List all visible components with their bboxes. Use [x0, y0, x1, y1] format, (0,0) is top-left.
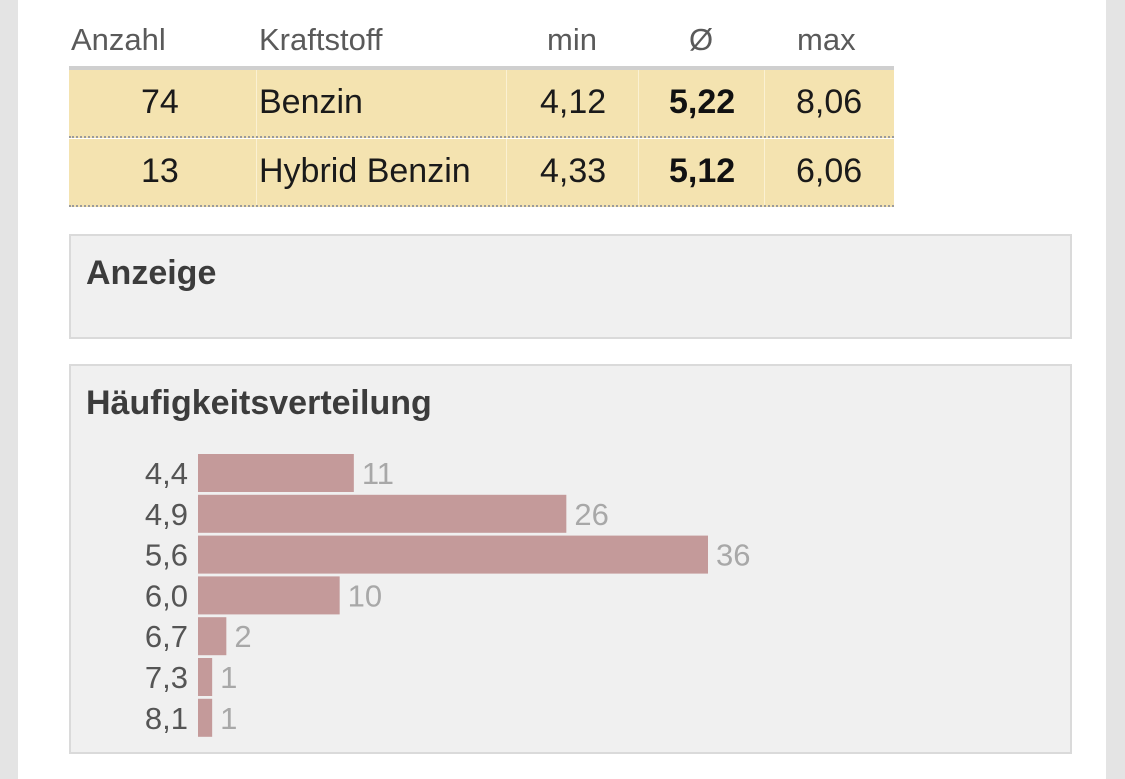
- value-label: 11: [362, 456, 394, 491]
- cell-max: 6,06: [796, 152, 863, 190]
- cell-min: 4,12: [540, 83, 607, 121]
- value-label: 2: [234, 619, 251, 654]
- cell-count: 13: [141, 152, 179, 190]
- header-avg: Ø: [689, 22, 714, 57]
- category-label: 4,4: [145, 456, 188, 491]
- category-label: 6,7: [145, 619, 188, 654]
- cell-fuel: Hybrid Benzin: [259, 152, 471, 190]
- bar: [198, 454, 354, 492]
- header-count: Anzahl: [71, 22, 166, 57]
- bar: [198, 617, 227, 656]
- value-label: 1: [220, 660, 237, 695]
- bar: [198, 658, 213, 696]
- distribution-title: Häufigkeitsverteilung: [86, 384, 432, 422]
- table-header-row: Anzahl Kraftstoff min Ø max: [69, 0, 894, 66]
- header-min: min: [547, 22, 597, 57]
- table-row: 74 Benzin 4,12 5,22 8,06: [69, 70, 894, 138]
- value-label: 1: [220, 701, 237, 736]
- anzeige-panel: Anzeige: [69, 234, 1072, 339]
- header-max: max: [797, 22, 856, 57]
- bar: [198, 535, 708, 574]
- cell-max: 8,06: [796, 83, 863, 121]
- category-label: 6,0: [145, 578, 188, 613]
- value-label: 10: [348, 578, 382, 613]
- cell-min: 4,33: [540, 152, 607, 190]
- category-label: 5,6: [145, 538, 188, 573]
- bar: [198, 698, 213, 737]
- value-label: 26: [574, 497, 608, 532]
- fuel-stats-table: Anzahl Kraftstoff min Ø max 74 Benzin 4,…: [69, 0, 894, 207]
- category-label: 8,1: [145, 701, 188, 736]
- category-label: 7,3: [145, 660, 188, 695]
- category-label: 4,9: [145, 497, 188, 532]
- page-content: Anzahl Kraftstoff min Ø max 74 Benzin 4,…: [18, 0, 1106, 779]
- header-fuel: Kraftstoff: [259, 22, 383, 57]
- cell-avg: 5,22: [669, 83, 736, 121]
- cell-count: 74: [141, 83, 179, 121]
- anzeige-title: Anzeige: [86, 254, 217, 292]
- cell-fuel: Benzin: [259, 83, 363, 121]
- table-row: 13 Hybrid Benzin 4,33 5,12 6,06: [69, 139, 894, 207]
- cell-avg: 5,12: [669, 152, 736, 190]
- distribution-chart: 4,4 11 4,9 26 5,6 36 6,0 10 6,7 2 7,3 1 8,1 1: [145, 454, 750, 737]
- distribution-panel: Häufigkeitsverteilung 4,4 11 4,9 26 5,6 36 6,0…: [69, 364, 1072, 754]
- value-label: 36: [716, 538, 750, 573]
- bar: [198, 494, 567, 533]
- header-divider: [69, 66, 894, 70]
- bar: [198, 576, 340, 615]
